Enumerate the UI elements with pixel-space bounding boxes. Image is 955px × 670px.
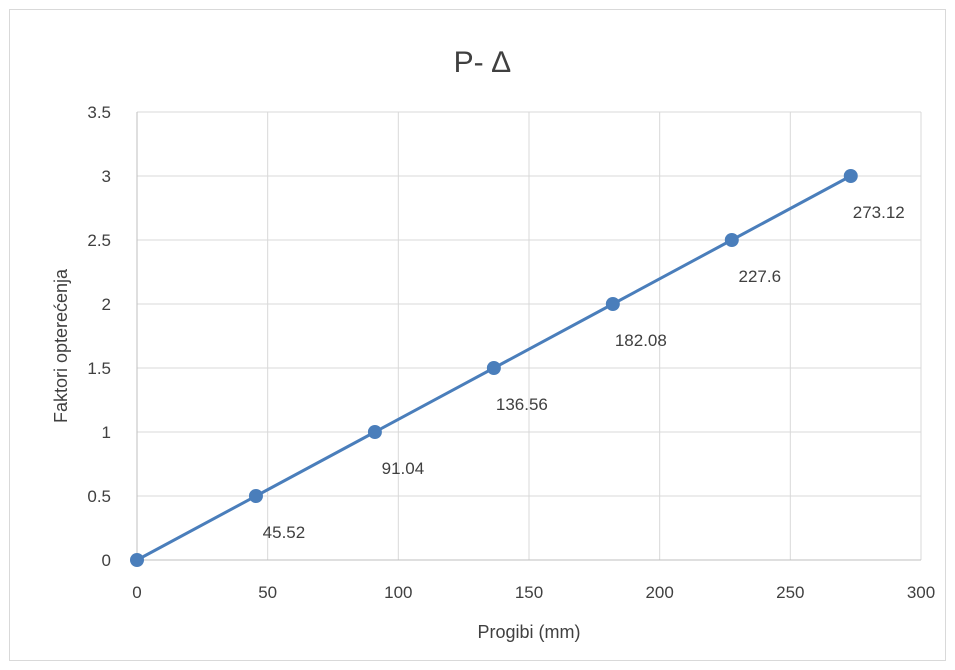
- y-tick-label: 3.5: [87, 103, 111, 122]
- y-tick-label: 1: [102, 423, 111, 442]
- series-progibi: [130, 169, 858, 567]
- x-tick-label: 150: [515, 583, 543, 602]
- data-label: 227.6: [739, 267, 782, 286]
- y-tick-label: 2: [102, 295, 111, 314]
- chart-title: P- ∆: [454, 46, 511, 79]
- y-tick-label: 1.5: [87, 359, 111, 378]
- gridlines: [137, 111, 922, 560]
- x-tick-label: 250: [776, 583, 804, 602]
- data-point: [367, 425, 382, 439]
- x-tick-label: 200: [645, 583, 673, 602]
- data-point: [724, 233, 739, 247]
- data-point: [843, 169, 858, 183]
- data-point: [486, 361, 501, 375]
- data-point: [605, 297, 620, 311]
- x-axis-title: Progibi (mm): [477, 622, 580, 642]
- y-tick-label: 0.5: [87, 487, 111, 506]
- y-tick-label: 2.5: [87, 231, 111, 250]
- x-tick-label: 100: [384, 583, 412, 602]
- data-point: [130, 553, 144, 567]
- x-tick-label: 300: [907, 583, 935, 602]
- x-tick-label: 50: [258, 583, 277, 602]
- data-label: 45.52: [263, 523, 306, 542]
- data-label: 91.04: [382, 459, 425, 478]
- data-label: 182.08: [615, 331, 667, 350]
- y-tick-label: 3: [102, 167, 111, 186]
- y-axis-title: Faktori opterećenja: [51, 268, 71, 423]
- y-tick-label: 0: [102, 551, 111, 570]
- data-labels: 45.52 91.04 136.56 182.08 227.6 273.12: [263, 203, 905, 542]
- x-tick-label: 0: [132, 583, 141, 602]
- data-label: 273.12: [853, 203, 905, 222]
- data-point: [248, 489, 263, 503]
- data-label: 136.56: [496, 395, 548, 414]
- axes: 0 0.5 1 1.5 2 2.5 3 3.5 0 50 100 150 200 250 300: [87, 103, 935, 602]
